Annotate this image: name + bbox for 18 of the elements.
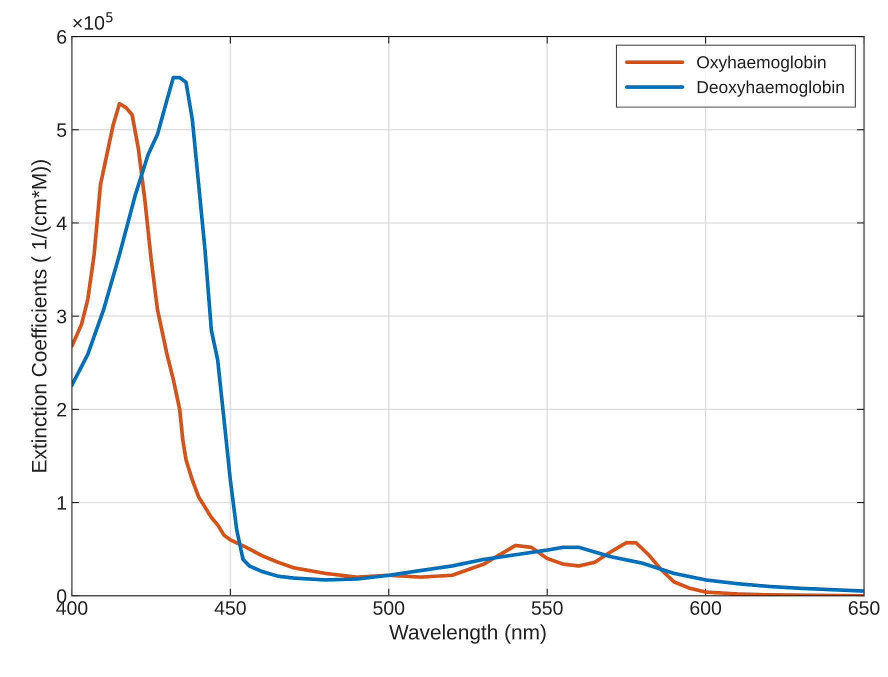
y-tick-label: 6: [57, 30, 66, 44]
legend-label: Oxyhaemoglobin: [697, 56, 826, 72]
legend-label: Deoxyhaemoglobin: [698, 80, 844, 97]
x-tick-label: 600: [690, 601, 722, 615]
x-tick-label: 450: [214, 601, 246, 615]
y-tick-label: 0: [57, 589, 66, 603]
y-tick-label: 2: [57, 402, 66, 416]
y-tick-label: 1: [58, 496, 66, 510]
x-tick-label: 550: [532, 601, 563, 615]
x-tick-label: 650: [848, 601, 880, 615]
y-axis-title: Extinction Coefficients ( 1/(cm*M)): [31, 160, 51, 472]
x-axis-title: Wavelength (nm): [389, 624, 546, 644]
y-tick-label: 4: [56, 216, 66, 230]
text: ×10$^{5}$: [73, 12, 113, 30]
x-tick-label: 400: [56, 601, 88, 615]
y-tick-label: 5: [57, 123, 66, 137]
x-tick-label: 500: [373, 601, 404, 615]
y-tick-label: 3: [56, 310, 66, 324]
